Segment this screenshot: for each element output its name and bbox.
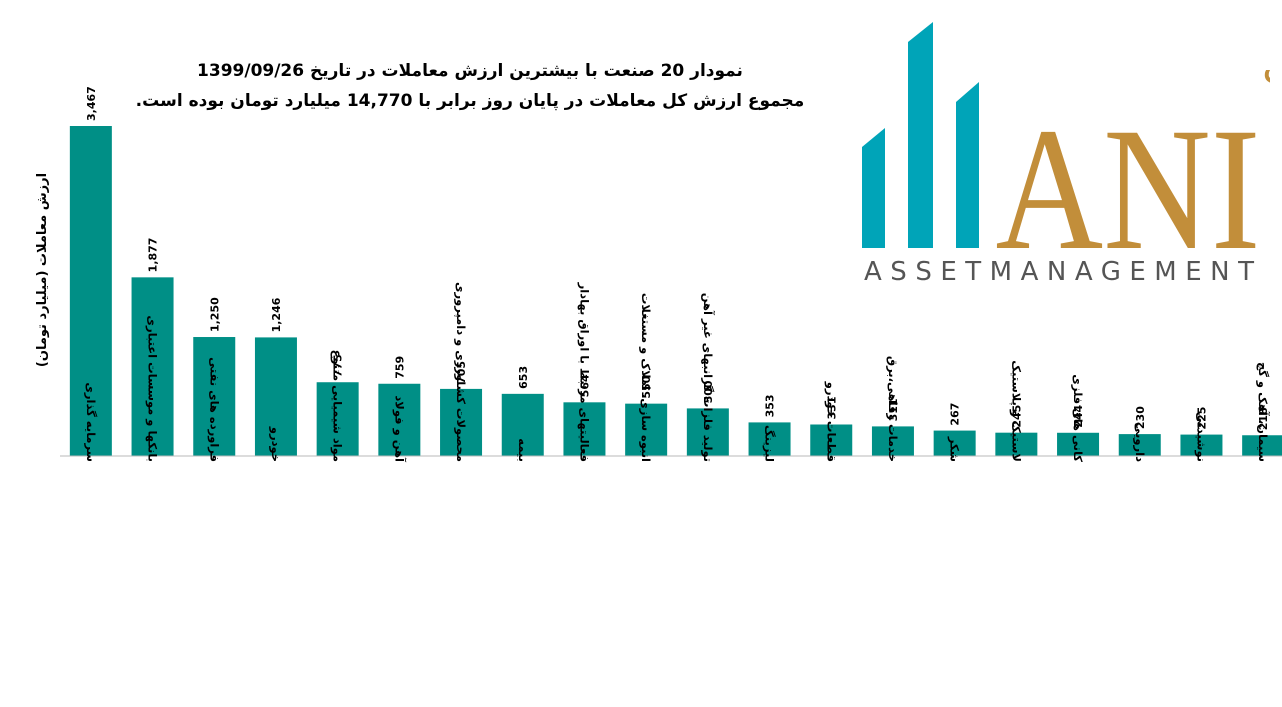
logo-bar-1 — [862, 128, 885, 248]
value-label-19: 225 — [1195, 407, 1208, 430]
bar-16 — [995, 432, 1038, 456]
company-logo: سبدگردان مانی ANI ASSETMANAGEMENT — [862, 22, 1270, 287]
category-label-7: محصولات کشاورزی و دامپروری — [453, 282, 468, 462]
logo-bars-icon — [862, 22, 979, 248]
bar-10 — [625, 403, 668, 456]
value-label-16: 245 — [1010, 405, 1023, 428]
value-label-1: 3,467 — [85, 86, 98, 121]
value-label-12: 353 — [764, 394, 777, 417]
category-label-2: بانکها و موسسات اعتباری — [145, 315, 160, 462]
category-label-6: آهن و فولاد — [391, 395, 406, 463]
bar-18 — [1118, 434, 1161, 456]
logo-bar-2 — [908, 22, 933, 248]
category-label-16: لاستیک و پلاستیک — [1008, 360, 1023, 462]
value-label-15: 267 — [949, 403, 962, 426]
category-label-13: قطعات خودرو — [823, 381, 838, 462]
category-label-1: سرمایه گذاری — [84, 382, 98, 462]
tick-labels-group: سرمایه گذاری بانکها و موسسات اعتباری فراور… — [84, 282, 1270, 463]
chart-title: نمودار 20 صنعت با بیشترین ارزش معاملات د… — [120, 56, 820, 116]
category-label-17: کانی های فلزی — [1071, 374, 1085, 462]
value-label-4: 1,246 — [270, 297, 283, 332]
category-label-10: انبوه سازی، املاک و مستغلات — [638, 293, 653, 462]
category-label-18: دارویی — [1132, 422, 1147, 462]
bar-3 — [193, 337, 236, 456]
bar-4 — [254, 337, 297, 456]
bar-12 — [748, 422, 791, 456]
bar-19 — [1180, 434, 1223, 456]
bar-13 — [810, 424, 853, 456]
bar-1 — [69, 126, 112, 456]
y-axis-title: ارزش معاملات (میلیارد تومان) — [35, 173, 50, 367]
value-label-11: 500 — [702, 380, 715, 403]
bar-2 — [131, 277, 174, 456]
value-label-9: 564 — [578, 374, 591, 397]
value-label-6: 759 — [393, 356, 406, 379]
category-label-5: مواد شیمیایی متنوع — [330, 350, 345, 462]
bar-20 — [1242, 435, 1282, 456]
logo-bar-3 — [956, 82, 979, 248]
bar-5 — [316, 382, 359, 456]
value-label-5: 775 — [332, 354, 345, 377]
category-label-3: فراورده های نفتی — [206, 357, 221, 462]
value-label-8: 653 — [517, 366, 530, 389]
value-label-10: 550 — [640, 375, 653, 398]
logo-persian-name: سبدگردان مانی — [1262, 38, 1270, 89]
category-label-11: تولید فلزات گرانبهای غیر آهن — [700, 293, 715, 462]
bars-group — [69, 126, 1282, 456]
value-label-18: 230 — [1134, 406, 1147, 429]
value-label-2: 1,877 — [147, 238, 160, 273]
value-label-7: 705 — [455, 361, 468, 384]
value-label-3: 1,250 — [208, 297, 221, 332]
bar-8 — [501, 393, 544, 456]
category-label-9: فعالیتهای مرتبط با اوراق بهادار — [576, 282, 591, 462]
bar-14 — [871, 426, 914, 456]
bar-6 — [378, 383, 421, 456]
bar-15 — [933, 430, 976, 456]
category-label-15: شکر — [948, 436, 962, 462]
value-label-13: 331 — [825, 397, 838, 420]
category-label-4: خودرو — [268, 426, 283, 462]
value-label-20: 218 — [1257, 407, 1270, 430]
logo-big-text: ANI — [996, 92, 1261, 287]
value-labels-group: 3,467 1,877 1,250 1,246 775 759 705 653 564 550 50… — [85, 86, 1270, 430]
value-label-14: 311 — [887, 398, 900, 421]
category-label-14: خدمات رفاهی،برق — [886, 356, 900, 462]
bar-7 — [440, 388, 483, 456]
bar-11 — [686, 408, 729, 456]
category-label-8: بیمه — [516, 438, 530, 462]
bar-17 — [1057, 432, 1100, 456]
logo-sub-text: ASSETMANAGEMENT — [864, 257, 1254, 287]
category-label-12: لیزینگ — [763, 425, 777, 462]
value-label-17: 244 — [1072, 404, 1085, 427]
category-label-20: سیمان، آهک و گچ — [1255, 362, 1270, 462]
bar-9 — [563, 402, 606, 456]
category-label-19: نوشیدنی — [1193, 412, 1208, 462]
chart-title-line-1: نمودار 20 صنعت با بیشترین ارزش معاملات د… — [197, 61, 743, 81]
chart-title-line-2: مجموع ارزش کل معاملات در پایان روز برابر… — [135, 91, 805, 111]
